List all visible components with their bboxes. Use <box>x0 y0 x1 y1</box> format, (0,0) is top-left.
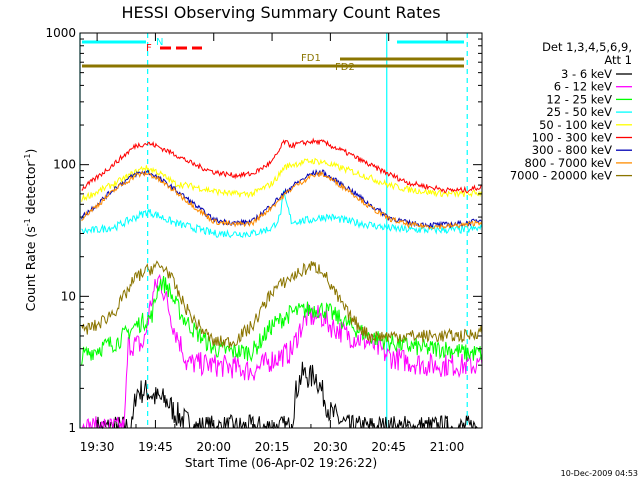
legend-header-1: Det 1,3,4,5,6,9, <box>542 40 632 54</box>
x-tick-label-2: 20:00 <box>196 440 231 454</box>
y-axis-title-part1: Count Rate (s <box>23 226 38 311</box>
legend-label-12-25-kev: 12 - 25 keV <box>546 92 612 106</box>
x-tick-label-6: 21:00 <box>430 440 465 454</box>
legend-label-50-100-kev: 50 - 100 keV <box>539 118 612 132</box>
series-800-7000-kev <box>81 170 483 230</box>
series-6-12-kev <box>81 273 483 429</box>
y-axis-title-sup2: -1 <box>23 154 32 162</box>
flag-label-n: N <box>156 37 163 48</box>
x-axis-title: Start Time (06-Apr-02 19:26:22) <box>185 456 377 470</box>
legend-label-3-6-kev: 3 - 6 keV <box>561 67 612 81</box>
series-12-25-kev <box>81 275 483 366</box>
y-axis-title-part3: ) <box>23 149 38 154</box>
legend-header-2: Att 1 <box>604 53 632 67</box>
legend-label-300-800-kev: 300 - 800 keV <box>532 143 612 157</box>
series-100-300-kev <box>81 137 483 194</box>
flag-label-fd1: FD1 <box>301 53 321 64</box>
flag-label-fd2: FD2 <box>335 62 355 73</box>
y-tick-label-3: 1000 <box>45 26 76 40</box>
x-tick-label-4: 20:30 <box>313 440 348 454</box>
x-tick-label-1: 19:45 <box>138 440 173 454</box>
legend-label-100-300-kev: 100 - 300 keV <box>532 131 612 145</box>
x-tick-label-5: 20:45 <box>371 440 406 454</box>
flag-label-f: F <box>146 43 152 54</box>
chart-title: HESSI Observing Summary Count Rates <box>121 3 440 22</box>
series-7000-20000-kev <box>81 260 483 349</box>
y-axis-title-sup1: -1 <box>23 218 32 226</box>
series-layer <box>81 137 483 430</box>
series-25-50-kev <box>81 190 483 239</box>
plot-frame <box>79 32 483 429</box>
legend-label-800-7000-kev: 800 - 7000 keV <box>524 156 612 170</box>
series-3-6-kev <box>96 361 482 430</box>
axis-layer: 19:30 19:45 20:00 20:15 20:30 20:45 21:00 1 10 10… <box>45 26 482 454</box>
legend-label-7000-20000-kev: 7000 - 20000 keV <box>510 169 612 183</box>
y-tick-label-1: 10 <box>61 289 76 303</box>
series-50-100-kev <box>81 157 483 202</box>
y-axis-title-part2: detector <box>23 161 38 219</box>
legend-label-6-12-kev: 6 - 12 keV <box>554 80 612 94</box>
x-tick-label-3: 20:15 <box>255 440 290 454</box>
x-tick-label-0: 19:30 <box>80 440 115 454</box>
y-tick-label-2: 100 <box>53 158 76 172</box>
legend-label-25-50-kev: 25 - 50 keV <box>546 105 612 119</box>
footer-date: 10-Dec-2009 04:53 <box>561 469 638 478</box>
series-300-800-kev <box>81 168 483 229</box>
flag-bar-layer: NF FD1 FD2 <box>82 37 464 73</box>
y-axis-title: Count Rate (s-1 detector-1) <box>23 149 38 312</box>
y-tick-label-0: 1 <box>68 421 76 435</box>
